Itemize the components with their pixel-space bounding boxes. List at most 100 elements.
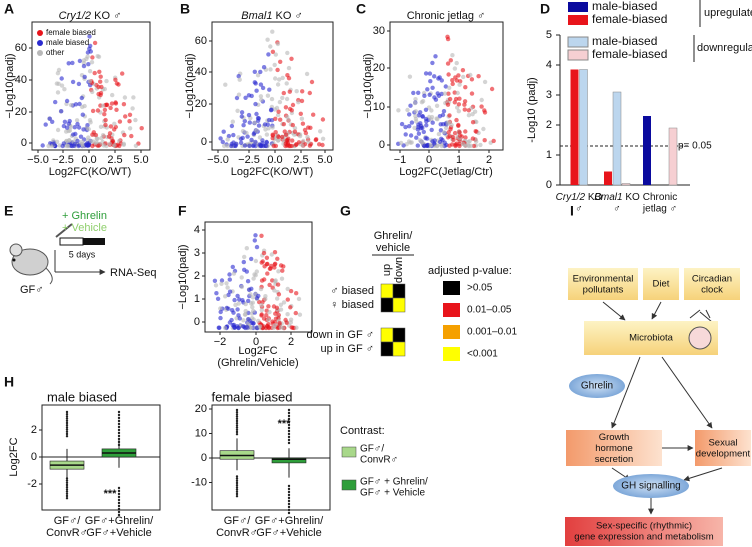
point-cloud-dot — [104, 78, 109, 84]
y-tick-label: 0 — [31, 451, 37, 463]
y-tick-label: 20 — [15, 106, 27, 118]
point-cloud-dot — [461, 74, 466, 80]
y-tick-label: 2 — [194, 270, 200, 282]
point-cloud-dot — [244, 269, 249, 274]
point-cloud-dot — [285, 140, 291, 145]
point-cloud-dot — [256, 293, 261, 299]
point-cloud-dot — [306, 125, 311, 130]
point-cloud-dot — [219, 278, 225, 283]
point-cloud-dot — [113, 77, 118, 83]
y-tick-label: 0 — [379, 139, 385, 151]
point-cloud-dot — [292, 129, 298, 134]
point-cloud-dot — [98, 90, 104, 96]
point-cloud-dot — [278, 59, 283, 64]
point-cloud-dot — [227, 289, 233, 294]
point-cloud-dot — [247, 287, 252, 292]
point-cloud-dot — [286, 65, 292, 71]
legend-label: GF♂ + Vehicle — [360, 488, 425, 499]
point-cloud-dot — [241, 259, 246, 265]
outlier-dot — [117, 498, 121, 502]
point-cloud-dot — [107, 141, 113, 146]
point-cloud-dot — [427, 71, 433, 76]
signal-label: GH signalling — [621, 481, 680, 492]
point-cloud-dot — [481, 126, 486, 132]
point-cloud-dot — [254, 244, 260, 250]
point-cloud-dot — [103, 117, 108, 123]
point-cloud-dot — [243, 95, 248, 101]
point-cloud-dot — [276, 292, 282, 297]
outlier-dot — [235, 481, 239, 485]
point-cloud-dot — [68, 102, 74, 108]
text-part: Chronic — [643, 192, 677, 203]
point-cloud-dot — [429, 114, 435, 120]
point-cloud-dot — [272, 323, 278, 328]
point-cloud-dot — [272, 250, 278, 255]
outlier-dot — [235, 484, 239, 487]
outlier-dot — [235, 417, 239, 420]
outlier-dot — [287, 484, 291, 488]
y-tick-label: -10 — [191, 476, 207, 488]
point-cloud-dot — [470, 136, 476, 141]
point-cloud-dot — [276, 109, 281, 114]
point-cloud-dot — [246, 298, 251, 304]
point-cloud-dot — [100, 133, 106, 138]
point-cloud-dot — [474, 119, 479, 125]
outcome-box-label: Sex-specific (rhythmic) — [596, 521, 692, 532]
point-cloud-dot — [223, 82, 228, 87]
point-cloud-dot — [436, 131, 442, 137]
outlier-dot — [287, 487, 291, 491]
point-cloud-dot — [87, 69, 93, 74]
point-cloud-dot — [75, 138, 80, 144]
point-cloud-dot — [90, 89, 95, 95]
legend-swatch — [443, 347, 460, 361]
y-tick-label: 20 — [373, 62, 385, 74]
point-cloud-dot — [264, 132, 270, 137]
point-cloud-dot — [421, 129, 426, 135]
point-cloud-dot — [430, 60, 435, 66]
point-cloud-dot — [218, 136, 223, 141]
legend-swatch — [341, 479, 357, 491]
point-cloud-dot — [273, 116, 278, 122]
point-cloud-dot — [97, 69, 102, 75]
heat-cell — [380, 341, 394, 357]
point-cloud-dot — [87, 79, 93, 84]
point-cloud-dot — [273, 130, 278, 135]
point-cloud-dot — [95, 54, 100, 59]
point-cloud-dot — [462, 99, 468, 104]
point-cloud-dot — [463, 129, 468, 134]
point-cloud-dot — [87, 46, 92, 51]
legend-swatch — [443, 325, 460, 339]
point-cloud-dot — [122, 95, 128, 100]
point-cloud-dot — [59, 83, 65, 88]
point-cloud-dot — [120, 71, 125, 76]
point-cloud-dot — [468, 72, 473, 78]
point-cloud-dot — [416, 131, 422, 136]
bar — [621, 183, 631, 186]
point-cloud-dot — [292, 126, 298, 131]
point-cloud-dot — [446, 91, 451, 96]
point-cloud-dot — [259, 278, 265, 283]
point-cloud-dot — [63, 129, 69, 134]
legend-label: GF♂ + Ghrelin/ — [360, 477, 428, 488]
label-line: development — [696, 448, 751, 459]
factor-box — [568, 268, 638, 300]
factor-box-label: Circadian clock — [692, 273, 732, 295]
outlier-dot — [117, 510, 121, 514]
point-cloud-dot — [281, 264, 286, 269]
point-cloud-dot — [300, 121, 306, 126]
point-cloud-dot — [110, 92, 115, 98]
point-cloud-dot — [432, 74, 437, 79]
point-cloud-dot — [268, 44, 273, 49]
point-cloud-dot — [415, 127, 421, 132]
outlier-dot — [287, 441, 291, 445]
x-tick-label: 0 — [253, 336, 259, 348]
x-tick-label: −1 — [394, 154, 407, 166]
point-cloud-dot — [297, 133, 303, 139]
outlier-dot — [65, 413, 69, 416]
point-cloud-dot — [249, 256, 254, 262]
point-cloud-dot — [71, 132, 76, 137]
point-cloud-dot — [266, 304, 271, 309]
outlier-dot — [65, 492, 69, 495]
y-tick-label: 2 — [31, 424, 37, 436]
point-cloud-dot — [452, 130, 458, 136]
